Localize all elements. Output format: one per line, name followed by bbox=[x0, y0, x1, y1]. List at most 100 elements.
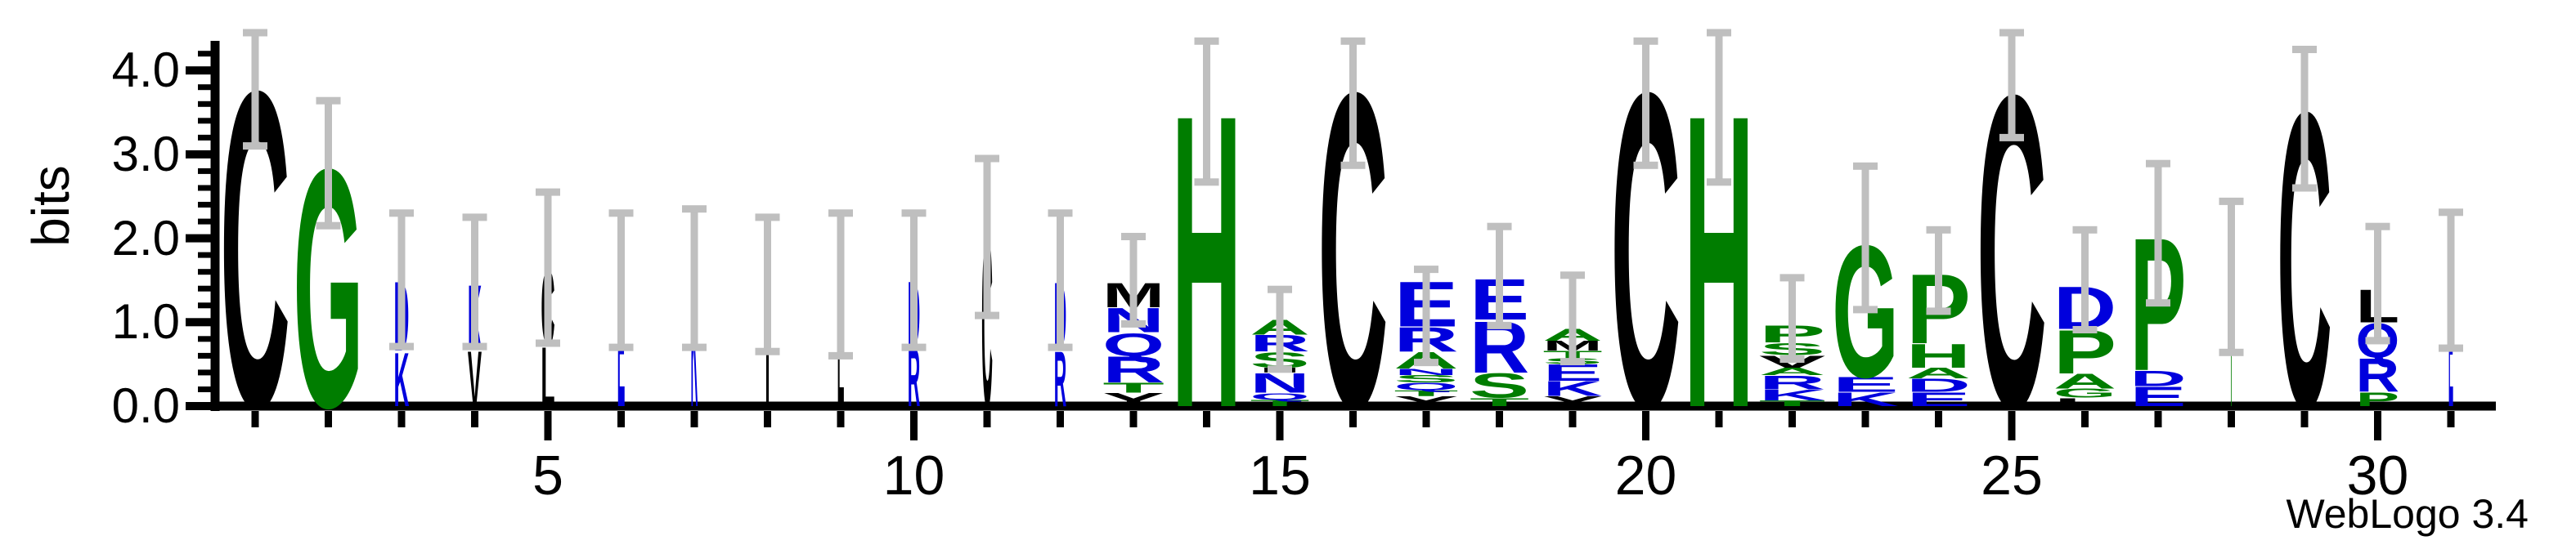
error-bar-cap-top bbox=[1121, 233, 1146, 240]
logo-letter-22-T: T bbox=[1759, 399, 1826, 408]
x-tick bbox=[2228, 411, 2235, 427]
error-bar bbox=[690, 208, 698, 348]
logo-letter-13-R: R bbox=[1102, 350, 1165, 391]
error-bar-cap-bottom bbox=[2146, 299, 2170, 307]
error-bar bbox=[1568, 275, 1577, 362]
error-bar-cap-bottom bbox=[1853, 306, 1878, 314]
logo-letter-24-E: E bbox=[1906, 388, 1971, 410]
error-bar bbox=[1715, 33, 1723, 182]
error-bar bbox=[1642, 41, 1649, 166]
error-bar-cap-top bbox=[2219, 197, 2244, 205]
logo-letter-24-D: D bbox=[1906, 375, 1971, 395]
y-minor-tick bbox=[198, 252, 215, 258]
y-tick-label-3.0: 3.0 bbox=[111, 126, 180, 181]
x-tick bbox=[2154, 411, 2162, 427]
error-bar-cap-top bbox=[2365, 222, 2390, 230]
error-bar-cap-top bbox=[828, 209, 853, 217]
error-bar-cap-top bbox=[1999, 29, 2024, 37]
error-bar-cap-bottom bbox=[536, 339, 560, 347]
logo-letter-10-R: R bbox=[908, 332, 921, 424]
error-bar-cap-bottom bbox=[2439, 344, 2463, 352]
error-bar-cap-bottom bbox=[462, 342, 487, 351]
y-tick-label-0.0: 0.0 bbox=[111, 378, 180, 433]
x-tick bbox=[837, 411, 845, 427]
x-axis-line bbox=[210, 401, 2496, 411]
error-bar bbox=[983, 159, 991, 315]
x-tick bbox=[690, 411, 698, 427]
error-bar bbox=[1057, 212, 1064, 348]
error-bar-cap-bottom bbox=[1340, 161, 1366, 169]
logo-letter-17-N: N bbox=[1393, 367, 1458, 377]
error-bar-cap-top bbox=[1633, 37, 1658, 45]
error-bar bbox=[1349, 41, 1357, 166]
error-bar-cap-bottom bbox=[2219, 348, 2244, 356]
x-tick-label-5: 5 bbox=[532, 444, 563, 507]
error-bar-cap-bottom bbox=[1121, 319, 1146, 328]
logo-letter-17-T: T bbox=[1393, 389, 1458, 398]
x-tick bbox=[1788, 411, 1796, 427]
error-bar bbox=[2374, 226, 2381, 341]
error-bar-cap-top bbox=[316, 96, 341, 105]
y-minor-tick bbox=[198, 168, 215, 174]
x-tick bbox=[325, 411, 332, 427]
error-bar bbox=[2228, 201, 2235, 353]
logo-letter-15-Q: Q bbox=[1250, 391, 1310, 402]
x-tick bbox=[1422, 411, 1430, 427]
logo-letter-26-L: L bbox=[2053, 395, 2116, 409]
error-bar-cap-top bbox=[243, 29, 267, 37]
x-tick bbox=[2081, 411, 2089, 427]
error-bar-cap-bottom bbox=[1487, 321, 1512, 329]
error-bar-cap-top bbox=[1414, 266, 1438, 274]
x-tick-label-20: 20 bbox=[1614, 444, 1677, 507]
error-bar bbox=[1861, 166, 1869, 310]
error-bar bbox=[1496, 226, 1503, 326]
error-bar-cap-top bbox=[975, 154, 999, 163]
logo-letter-4-V: V bbox=[468, 334, 482, 422]
logo-letter-30-P: P bbox=[2356, 388, 2399, 410]
logo-letter-17-Q: Q bbox=[1393, 381, 1458, 392]
y-minor-tick bbox=[198, 302, 215, 309]
error-bar-cap-bottom bbox=[1779, 355, 1805, 363]
error-bar-cap-bottom bbox=[755, 347, 780, 355]
y-tick-label-4.0: 4.0 bbox=[111, 42, 180, 98]
logo-letter-27-D: D bbox=[2130, 366, 2187, 391]
error-bar-cap-top bbox=[2072, 226, 2098, 234]
error-bar-cap-bottom bbox=[975, 311, 999, 319]
error-bar-cap-top bbox=[462, 213, 487, 221]
error-bar bbox=[251, 33, 259, 146]
logo-letter-15-T: T bbox=[1250, 398, 1310, 409]
logo-letter-23-E: E bbox=[1832, 373, 1899, 396]
y-major-tick bbox=[186, 318, 215, 327]
y-major-tick bbox=[186, 234, 215, 243]
x-tick bbox=[1568, 411, 1577, 427]
x-tick-label-30: 30 bbox=[2346, 444, 2409, 507]
logo-letter-18-S: S bbox=[1470, 366, 1529, 405]
logo-letter-19-K: K bbox=[1543, 377, 1603, 400]
error-bar-cap-top bbox=[389, 209, 414, 217]
logo-letter-24-H: H bbox=[1906, 337, 1971, 375]
error-bar bbox=[910, 212, 918, 348]
error-bar bbox=[837, 212, 845, 356]
logo-letter-27-E: E bbox=[2130, 381, 2187, 412]
logo-letter-17-Y: Y bbox=[1393, 394, 1458, 409]
error-bar-cap-top bbox=[1560, 271, 1585, 279]
x-tick bbox=[1349, 411, 1357, 427]
error-bar-cap-bottom bbox=[2292, 184, 2317, 192]
error-bar bbox=[544, 192, 552, 343]
error-bar-cap-top bbox=[901, 209, 927, 217]
logo-letter-23-K: K bbox=[1832, 388, 1899, 410]
error-bar-cap-bottom bbox=[828, 351, 853, 360]
error-bar-cap-bottom bbox=[682, 343, 707, 351]
error-bar bbox=[325, 101, 332, 226]
x-tick bbox=[617, 411, 625, 427]
error-bar bbox=[2154, 163, 2162, 303]
y-minor-tick bbox=[198, 185, 215, 191]
logo-letter-19-Y: Y bbox=[1543, 394, 1603, 409]
error-bar bbox=[1422, 269, 1430, 363]
error-bar-cap-top bbox=[1048, 209, 1073, 217]
error-bar-cap-bottom bbox=[1999, 133, 2024, 141]
y-major-tick bbox=[186, 150, 215, 159]
error-bar bbox=[2008, 33, 2016, 138]
x-tick bbox=[471, 411, 478, 427]
